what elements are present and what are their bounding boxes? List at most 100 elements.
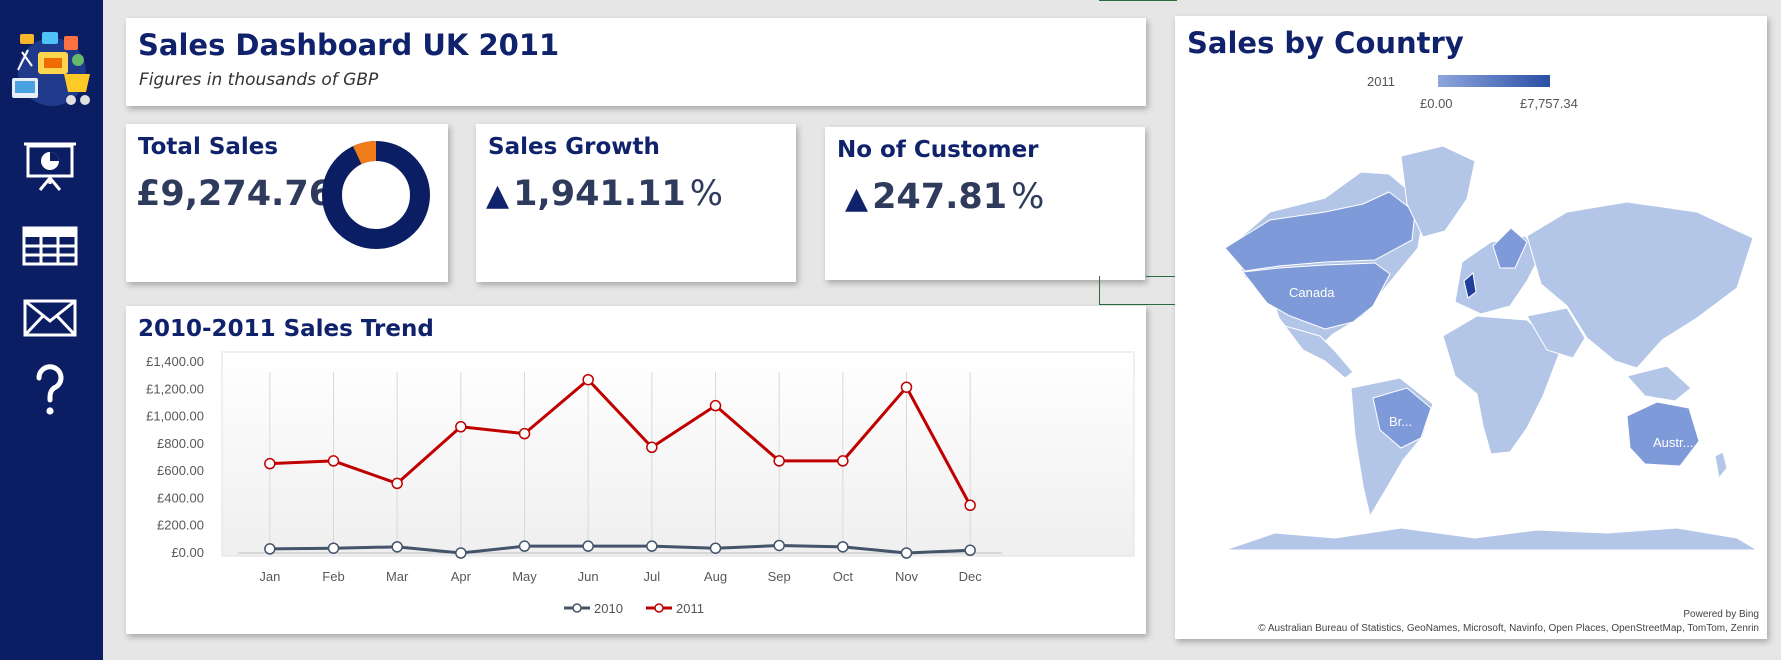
x-tick-label: Mar [386, 569, 409, 584]
series-2010-line [269, 543, 971, 555]
series-2010-point[interactable] [837, 541, 849, 553]
series-2011-point[interactable] [837, 455, 849, 467]
y-tick-label: £0.00 [171, 545, 204, 560]
donut-highlight-slice [353, 141, 377, 165]
map-legend-min: £0.00 [1420, 96, 1453, 111]
y-tick-label: £1,000.00 [146, 409, 204, 424]
table-grid-icon[interactable] [20, 220, 80, 270]
series-2010-point[interactable] [900, 547, 913, 559]
series-2010-point[interactable] [646, 540, 658, 552]
sales-growth-percent-sign: % [689, 174, 724, 214]
series-2010-point[interactable] [518, 540, 531, 552]
x-tick-label: Dec [959, 569, 983, 584]
x-tick-label: Jan [259, 569, 280, 584]
y-tick-label: £800.00 [157, 436, 204, 451]
series-2011-point[interactable] [327, 455, 340, 467]
y-tick-label: £200.00 [157, 518, 204, 533]
map-title: Sales by Country [1187, 26, 1464, 60]
x-tick-label: Sep [768, 569, 791, 584]
sales-growth-value-row: ▲ 1,941.11% [486, 174, 723, 214]
country-new-zealand[interactable] [1714, 451, 1728, 480]
map-label-australia: Austr... [1653, 435, 1693, 450]
donut-ring [322, 141, 430, 249]
x-tick-label: Jul [644, 569, 661, 584]
series-2011-line [269, 378, 972, 506]
series-2011-point[interactable] [264, 457, 276, 470]
legend-label: 2011 [676, 601, 704, 616]
country-middle-east[interactable] [1526, 307, 1586, 359]
country-usa[interactable] [1242, 262, 1391, 330]
series-2011-point[interactable] [582, 373, 594, 386]
legend-marker [572, 603, 582, 613]
country-greenland[interactable] [1400, 145, 1476, 238]
x-tick-label: Aug [704, 569, 727, 584]
country-antarctica[interactable] [1224, 527, 1759, 551]
world-map[interactable]: Canada Br... Austr... [1175, 16, 1767, 639]
x-tick-label: Jun [578, 569, 599, 584]
selection-line [1146, 276, 1176, 277]
legend-marker [654, 603, 664, 613]
x-tick-label: Apr [451, 569, 472, 584]
sales-growth-value: 1,941.11 [513, 174, 686, 214]
sales-by-country-card[interactable]: Canada Br... Austr... Sales by Country 2… [1175, 16, 1767, 639]
presentation-chart-icon[interactable] [20, 140, 80, 192]
country-mexico-central-america[interactable] [1283, 325, 1354, 379]
country-uk[interactable] [1463, 272, 1477, 299]
map-legend-year: 2011 [1367, 74, 1395, 89]
sales-trend-title: 2010-2011 Sales Trend [138, 316, 434, 342]
country-australia[interactable] [1626, 401, 1700, 467]
series-2011-point[interactable] [391, 477, 403, 490]
page-title: Sales Dashboard UK 2011 [138, 28, 560, 62]
customers-value: 247.81 [872, 177, 1008, 217]
series-2010-point[interactable] [327, 542, 340, 554]
series-2011-point[interactable] [646, 441, 658, 454]
sales-illustration-icon [8, 30, 96, 112]
y-tick-label: £600.00 [157, 463, 204, 478]
x-tick-label: Nov [895, 569, 919, 584]
series-2011-point[interactable] [964, 499, 976, 511]
series-2010-point[interactable] [455, 547, 467, 559]
question-mark-icon[interactable] [20, 362, 80, 418]
y-tick-label: £1,200.00 [146, 381, 204, 396]
map-label-brazil: Br... [1389, 414, 1412, 429]
sales-growth-card[interactable]: Sales Growth ▲ 1,941.11% [476, 124, 796, 282]
series-2010-point[interactable] [773, 539, 785, 552]
y-tick-label: £400.00 [157, 490, 204, 505]
series-2010-point[interactable] [264, 543, 276, 555]
country-canada[interactable] [1224, 191, 1416, 272]
envelope-icon[interactable] [20, 295, 80, 341]
series-2011-point[interactable] [455, 421, 467, 433]
selection-line [1099, 276, 1100, 304]
total-sales-value: £9,274.76 [136, 174, 334, 214]
series-2010-point[interactable] [709, 542, 722, 554]
customers-percent-sign: % [1011, 177, 1045, 217]
series-2010-point[interactable] [582, 540, 594, 552]
sales-trend-card[interactable]: Jan Feb Mar Apr May Jun Jul Aug Sep Oct Nov Dec £0.0… [126, 306, 1146, 634]
country-brazil[interactable] [1372, 387, 1432, 449]
sales-trend-chart: Jan Feb Mar Apr May Jun Jul Aug Sep Oct Nov Dec £0.0… [146, 351, 1135, 616]
selection-line [1099, 304, 1175, 305]
country-asia[interactable] [1526, 201, 1754, 369]
series-2011-point[interactable] [773, 455, 785, 467]
legend-label: 2010 [594, 601, 623, 616]
plot-area [221, 351, 1135, 557]
series-2010-point[interactable] [964, 544, 976, 557]
sidebar [0, 0, 103, 660]
country-southeast-asia[interactable] [1626, 365, 1692, 402]
map-legend-gradient [1438, 75, 1550, 87]
customers-value-row: ▲ 247.81% [845, 177, 1044, 217]
total-sales-card[interactable]: Total Sales £9,274.76 [126, 124, 448, 282]
country-africa[interactable] [1442, 315, 1560, 455]
series-2011-point[interactable] [518, 427, 531, 440]
y-tick-label: £1,400.00 [146, 354, 204, 369]
map-credit: © Australian Bureau of Statistics, GeoNa… [1258, 623, 1759, 634]
customers-card[interactable]: No of Customer ▲ 247.81% [825, 127, 1145, 280]
series-2011-point[interactable] [900, 381, 913, 393]
up-arrow-icon: ▲ [845, 181, 869, 216]
map-powered-by: Powered by Bing [1683, 609, 1759, 620]
series-2011-point[interactable] [709, 399, 722, 412]
series-2010-point[interactable] [391, 541, 403, 553]
country-scandinavia[interactable] [1492, 227, 1528, 269]
sales-growth-label: Sales Growth [488, 134, 660, 160]
selection-line [1099, 0, 1177, 1]
